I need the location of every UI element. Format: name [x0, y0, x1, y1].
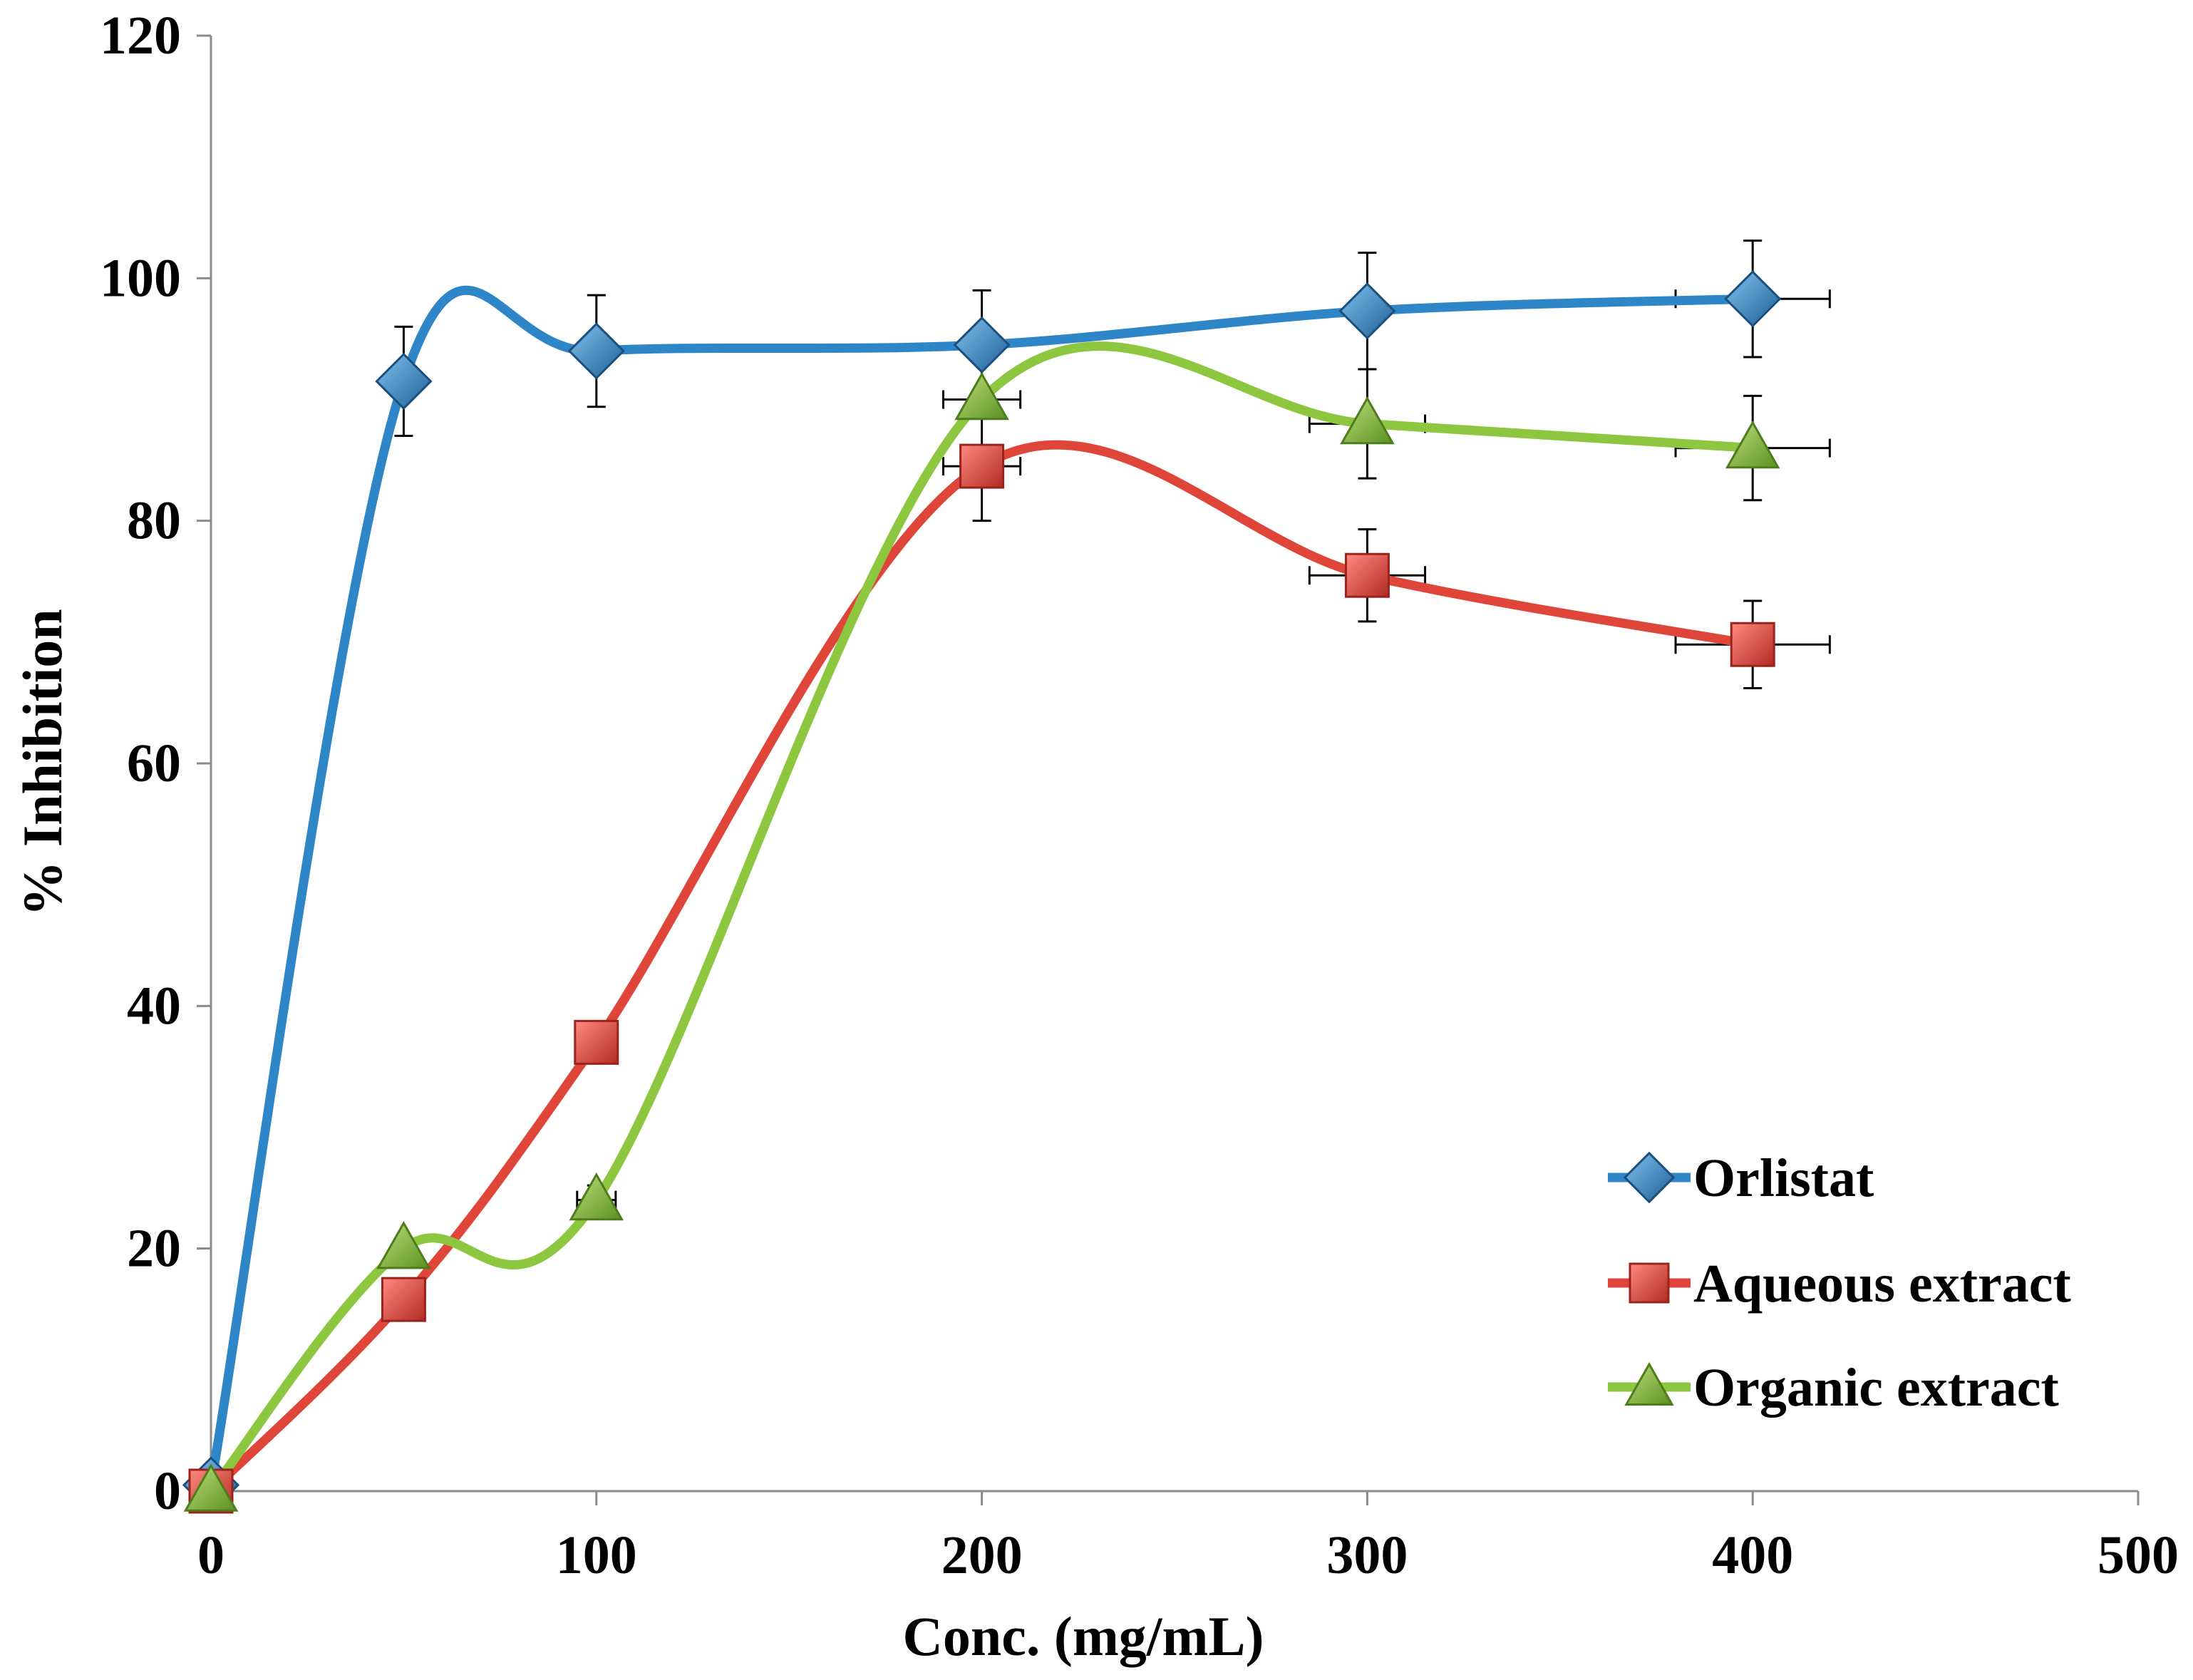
y-tick-label: 120: [100, 6, 181, 66]
data-point-organic-extract: [376, 1220, 431, 1269]
legend-marker-organic-extract: [1624, 1361, 1674, 1406]
y-tick-label: 60: [127, 733, 181, 793]
data-point-organic-extract: [183, 1463, 239, 1512]
legend-label-organic-extract: Organic extract: [1693, 1358, 2059, 1418]
x-tick-label: 200: [941, 1525, 1023, 1585]
y-tick-label: 100: [100, 248, 181, 308]
x-tick-label: 100: [556, 1525, 637, 1585]
data-point-aqueous-extract: [1344, 552, 1390, 598]
data-point-orlistat: [1338, 282, 1396, 340]
legend-item-organic-extract: Organic extract: [1608, 1358, 2059, 1418]
axes: 0 20 40 60 80 100 120 0 100 200 300 400 500: [100, 6, 2179, 1585]
data-point-orlistat: [1724, 270, 1782, 328]
data-point-organic-extract: [1725, 420, 1780, 469]
data-point-organic-extract: [954, 371, 1009, 421]
y-tick-label: 40: [127, 976, 181, 1036]
data-point-aqueous-extract: [381, 1277, 426, 1322]
legend-marker-orlistat: [1623, 1151, 1676, 1204]
data-point-organic-extract: [569, 1172, 624, 1221]
data-point-orlistat: [567, 322, 625, 380]
y-tick-label: 20: [127, 1219, 181, 1279]
y-axis-title: % Inhibition: [11, 609, 73, 916]
legend: Orlistat Aqueous extract Organic extract: [1608, 1148, 2071, 1418]
legend-label-orlistat: Orlistat: [1693, 1148, 1874, 1208]
legend-symbol-organic-extract: [1608, 1361, 1691, 1406]
y-tick-label: 0: [154, 1461, 181, 1521]
legend-item-orlistat: Orlistat: [1608, 1148, 1874, 1208]
axis-labels: Conc. (mg/mL) % Inhibition: [11, 609, 1264, 1667]
legend-item-aqueous-extract: Aqueous extract: [1608, 1254, 2071, 1314]
x-tick-label: 400: [1712, 1525, 1793, 1585]
error-bars: [394, 239, 1831, 1216]
legend-label-aqueous-extract: Aqueous extract: [1693, 1254, 2071, 1314]
y-tick-label: 80: [127, 491, 181, 551]
data-point-aqueous-extract: [1730, 622, 1775, 667]
legend-marker-aqueous-extract: [1629, 1262, 1670, 1304]
legend-symbol-aqueous-extract: [1608, 1262, 1691, 1304]
data-point-aqueous-extract: [959, 443, 1005, 489]
data-point-orlistat: [375, 352, 433, 411]
x-tick-label: 300: [1326, 1525, 1408, 1585]
data-point-orlistat: [953, 316, 1011, 374]
x-tick-label: 0: [197, 1525, 225, 1585]
x-tick-label: 500: [2097, 1525, 2179, 1585]
data-markers: [182, 270, 1782, 1514]
x-axis-title: Conc. (mg/mL): [903, 1605, 1264, 1667]
data-point-aqueous-extract: [574, 1019, 619, 1065]
legend-symbol-orlistat: [1608, 1151, 1691, 1204]
series-line-aqueous-extract: [206, 440, 1758, 1496]
data-point-organic-extract: [1340, 396, 1395, 445]
